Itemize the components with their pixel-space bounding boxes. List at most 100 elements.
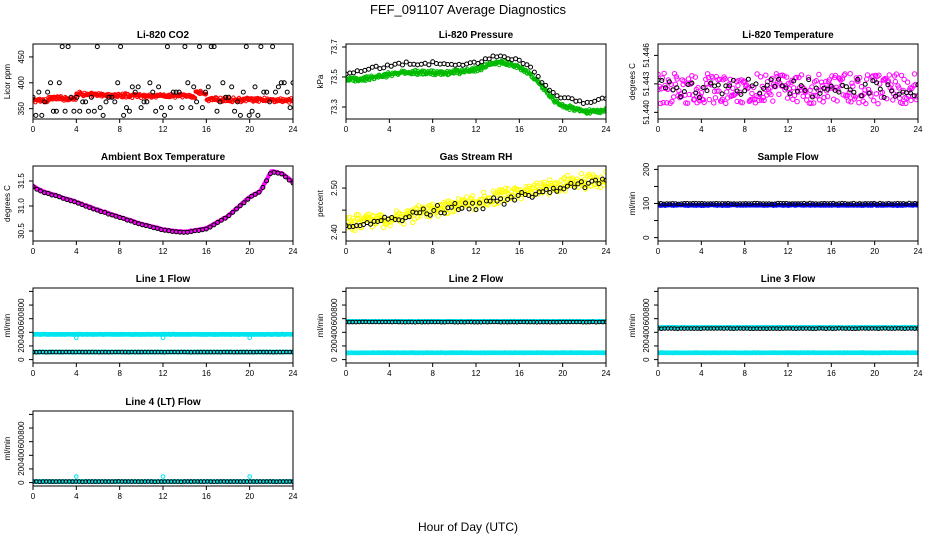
data-point bbox=[73, 97, 78, 102]
data-point bbox=[885, 82, 891, 88]
y-tick-label: 600 bbox=[17, 311, 26, 325]
data-point bbox=[205, 84, 211, 90]
data-point bbox=[229, 84, 235, 90]
data-point bbox=[711, 100, 717, 106]
data-point bbox=[808, 100, 814, 107]
data-point bbox=[915, 82, 918, 88]
data-point bbox=[188, 105, 194, 111]
data-point bbox=[770, 98, 776, 104]
data-point bbox=[798, 201, 804, 206]
data-point bbox=[658, 201, 664, 206]
data-point bbox=[144, 99, 150, 105]
data-point bbox=[783, 85, 789, 91]
y-axis-label: Licor ppm bbox=[3, 64, 12, 99]
data-point bbox=[135, 84, 141, 90]
data-point bbox=[701, 99, 707, 106]
data-point bbox=[550, 90, 556, 95]
data-point bbox=[684, 100, 691, 106]
data-point bbox=[787, 91, 793, 97]
x-tick-label: 12 bbox=[472, 247, 481, 256]
y-axis-label: percent bbox=[316, 189, 325, 216]
data-point bbox=[730, 77, 736, 83]
data-point bbox=[679, 201, 684, 206]
y-tick-label: 800 bbox=[330, 298, 339, 312]
x-tick-label: 16 bbox=[515, 247, 524, 256]
series-group bbox=[33, 331, 293, 355]
data-point bbox=[884, 96, 890, 102]
data-point bbox=[226, 94, 232, 100]
data-point bbox=[397, 210, 403, 217]
data-point bbox=[211, 44, 217, 50]
data-point bbox=[883, 201, 889, 206]
data-point bbox=[264, 89, 270, 95]
data-point bbox=[906, 200, 912, 206]
data-point bbox=[658, 86, 662, 92]
data-point bbox=[467, 60, 473, 66]
data-point bbox=[776, 91, 782, 98]
data-point bbox=[915, 201, 918, 206]
data-point bbox=[100, 112, 106, 118]
data-point bbox=[199, 105, 205, 111]
data-point bbox=[429, 68, 434, 73]
data-point bbox=[441, 210, 447, 216]
data-point bbox=[417, 210, 423, 216]
data-point bbox=[388, 63, 394, 69]
data-point bbox=[218, 217, 224, 223]
data-point bbox=[682, 201, 687, 206]
data-point bbox=[173, 89, 179, 95]
data-point bbox=[662, 82, 668, 89]
data-point bbox=[859, 93, 864, 99]
data-point bbox=[466, 206, 472, 212]
data-point bbox=[501, 201, 507, 207]
data-point bbox=[237, 203, 243, 209]
data-point bbox=[877, 200, 883, 206]
data-point bbox=[602, 179, 606, 185]
data-point bbox=[866, 90, 872, 96]
data-point bbox=[856, 100, 862, 106]
data-point bbox=[400, 62, 405, 68]
data-point bbox=[790, 201, 795, 206]
data-point bbox=[842, 201, 848, 206]
data-point bbox=[261, 89, 267, 95]
data-point bbox=[42, 99, 48, 105]
data-point bbox=[769, 201, 775, 207]
x-tick-label: 0 bbox=[344, 369, 349, 378]
data-point bbox=[893, 71, 899, 77]
data-point bbox=[810, 201, 816, 206]
data-point bbox=[863, 201, 868, 206]
data-point bbox=[832, 72, 839, 79]
y-tick-label: 73.5 bbox=[330, 69, 339, 85]
data-point bbox=[871, 200, 877, 206]
data-point bbox=[855, 76, 861, 82]
data-point bbox=[104, 92, 109, 97]
data-point bbox=[86, 108, 91, 114]
data-point bbox=[77, 108, 83, 114]
x-tick-label: 0 bbox=[656, 247, 661, 256]
data-point bbox=[441, 199, 447, 206]
data-point bbox=[658, 71, 661, 77]
y-tick-label: 0 bbox=[17, 357, 26, 362]
data-point bbox=[290, 99, 293, 104]
data-point bbox=[97, 105, 103, 111]
data-point bbox=[813, 78, 819, 84]
data-point bbox=[217, 99, 223, 105]
data-point bbox=[435, 213, 441, 219]
series-group bbox=[658, 200, 918, 208]
x-tick-label: 4 bbox=[387, 369, 392, 378]
data-point bbox=[664, 100, 670, 106]
data-point bbox=[805, 74, 812, 81]
data-point bbox=[816, 71, 822, 78]
data-point bbox=[36, 89, 42, 95]
data-point bbox=[690, 201, 696, 206]
data-point bbox=[734, 88, 740, 94]
data-point bbox=[845, 98, 852, 104]
y-tick-label: 400 bbox=[17, 76, 26, 90]
data-point bbox=[214, 108, 220, 114]
data-point bbox=[554, 93, 560, 99]
data-point bbox=[685, 76, 692, 82]
data-point bbox=[793, 74, 799, 81]
data-point bbox=[252, 191, 258, 197]
data-point bbox=[473, 207, 479, 213]
x-tick-label: 20 bbox=[558, 125, 567, 134]
